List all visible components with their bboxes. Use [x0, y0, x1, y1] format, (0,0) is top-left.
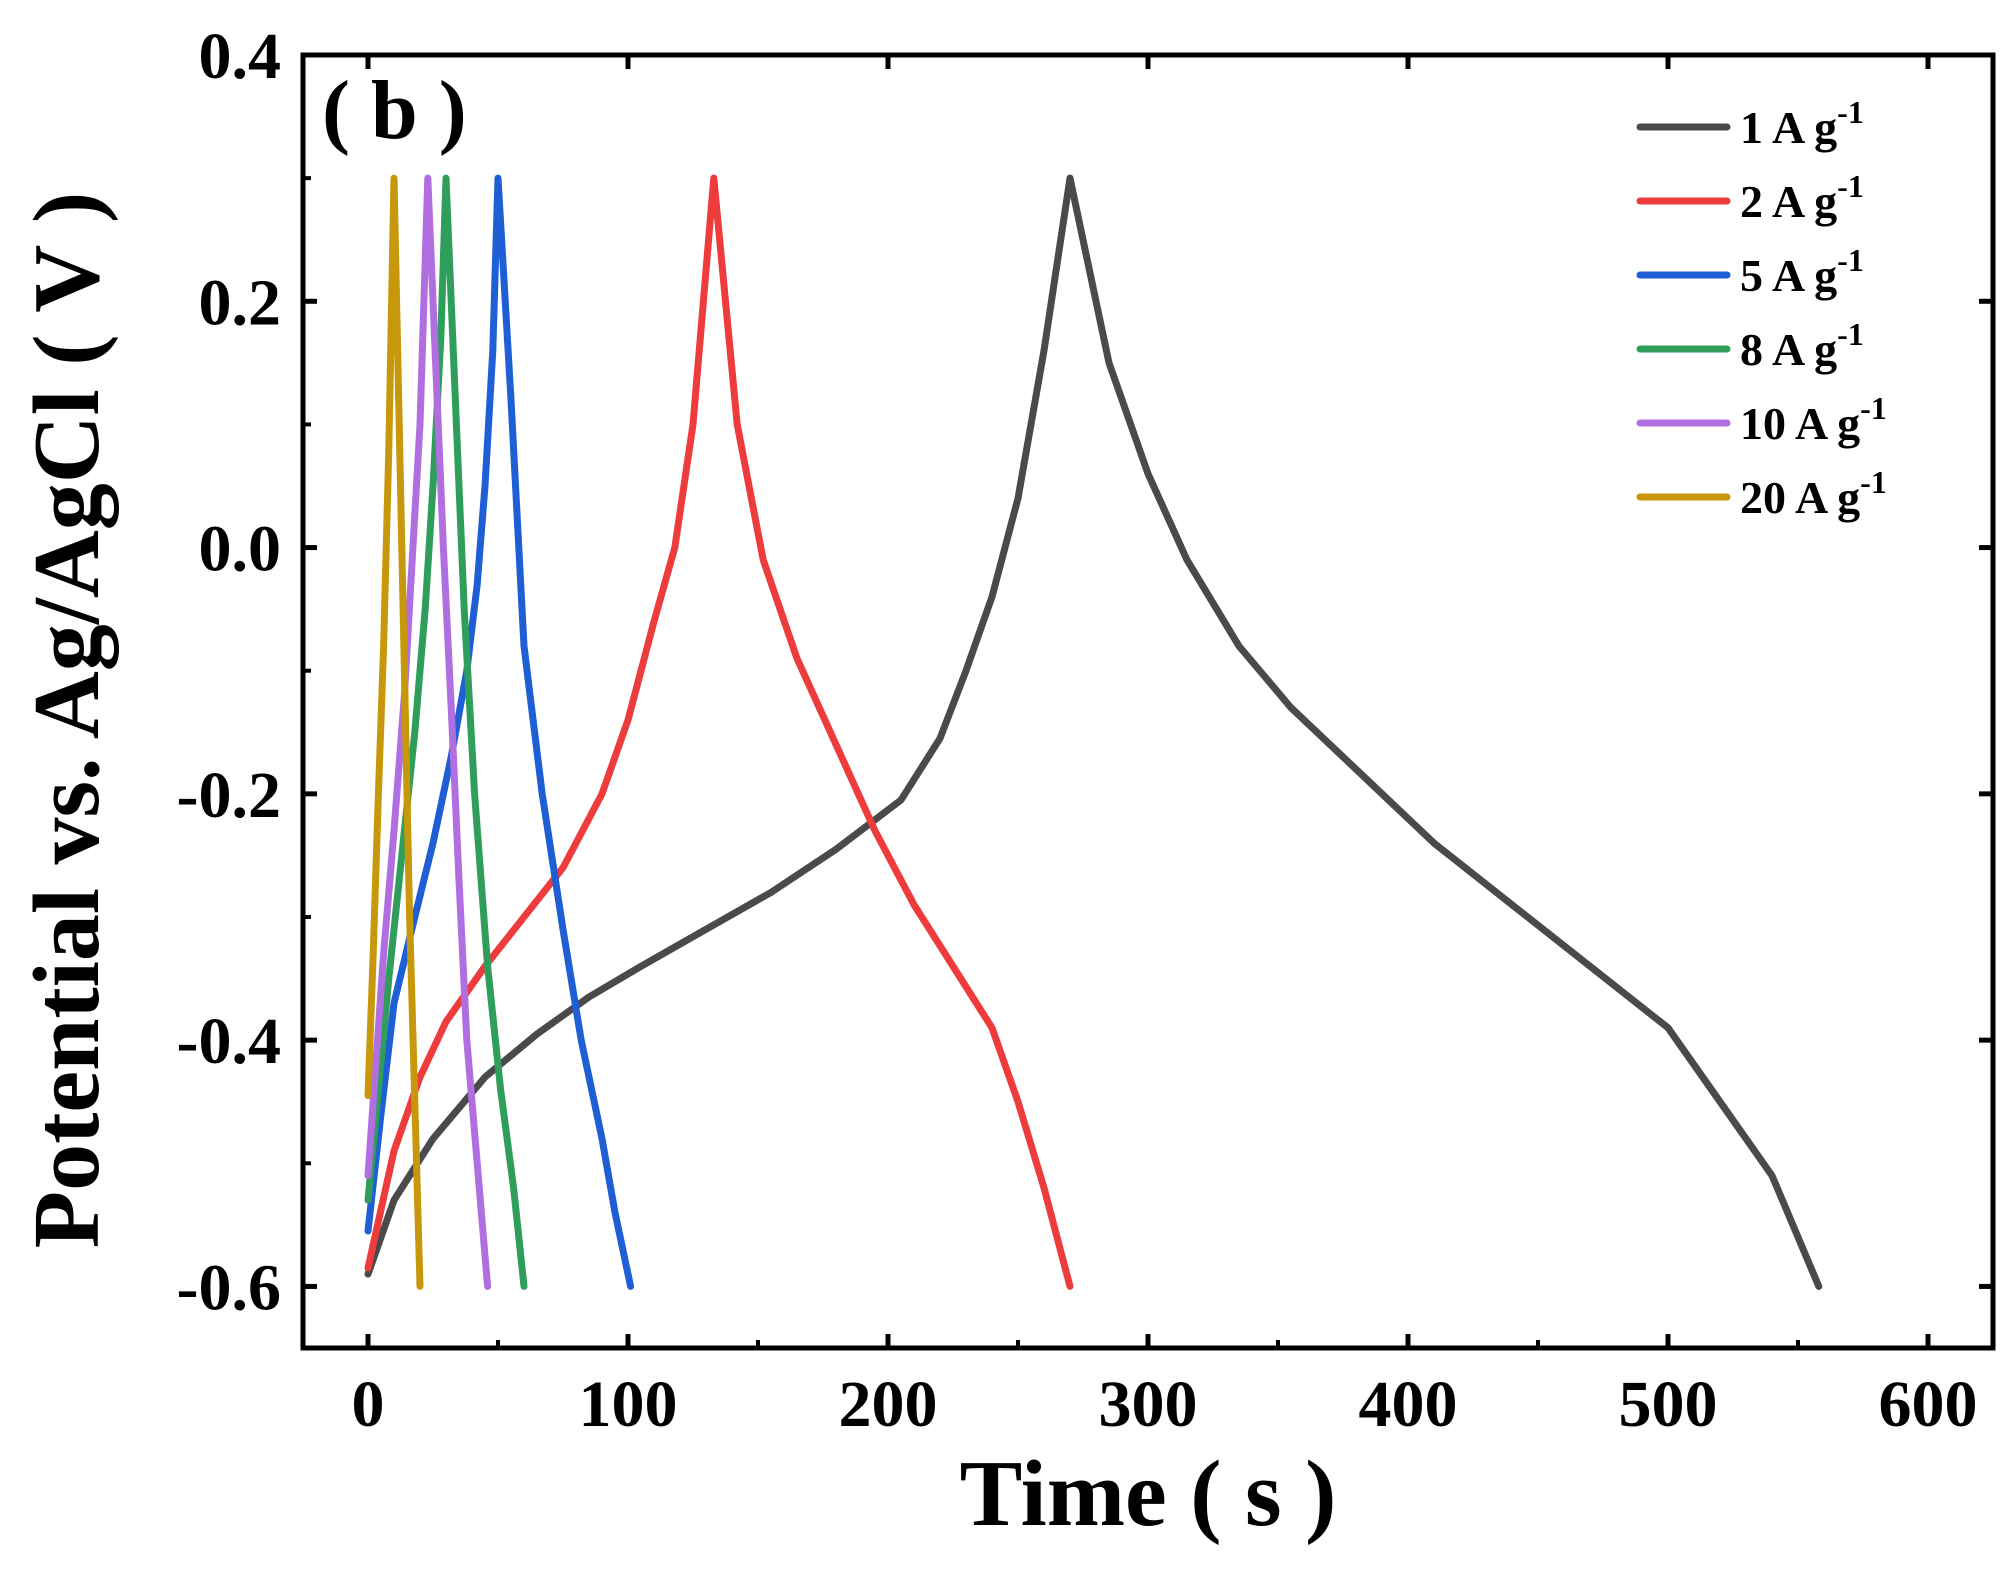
y-tick-label: 0.2	[199, 266, 282, 339]
series-line-5	[364, 174, 424, 1290]
legend-label-sup: -1	[1837, 316, 1864, 352]
legend-label-main: 2 A g	[1740, 176, 1837, 227]
series-line-2	[364, 174, 635, 1290]
series-layer	[364, 174, 1823, 1290]
x-tick-label: 200	[839, 1368, 938, 1441]
legend-label-main: 20 A g	[1740, 472, 1860, 523]
series-line-1	[364, 174, 1074, 1290]
x-tick-label: 500	[1619, 1368, 1718, 1441]
legend: 1 A g-12 A g-15 A g-18 A g-110 A g-120 A…	[1636, 94, 1887, 523]
x-tick-label: 300	[1099, 1368, 1198, 1441]
y-axis-title: Potential vs. Ag/AgCl ( V )	[15, 192, 119, 1249]
legend-label-5: 20 A g-1	[1740, 464, 1887, 523]
x-tick-label: 600	[1879, 1368, 1978, 1441]
legend-label-main: 10 A g	[1740, 398, 1860, 449]
legend-label-sup: -1	[1837, 94, 1864, 130]
x-axis-title: Time ( s )	[960, 1442, 1337, 1546]
legend-label-2: 5 A g-1	[1740, 242, 1864, 301]
legend-label-sup: -1	[1860, 464, 1887, 500]
y-tick-label: 0.4	[199, 20, 282, 93]
legend-label-main: 5 A g	[1740, 250, 1837, 301]
y-tick-label: -0.2	[177, 759, 281, 832]
legend-label-main: 8 A g	[1740, 324, 1837, 375]
y-tick-label: -0.4	[177, 1005, 281, 1078]
series-line-3	[364, 174, 528, 1290]
x-tick-label: 0	[352, 1368, 385, 1441]
panel-label: ( b )	[322, 64, 467, 157]
legend-label-0: 1 A g-1	[1740, 94, 1864, 153]
legend-label-4: 10 A g-1	[1740, 390, 1887, 449]
legend-label-sup: -1	[1837, 242, 1864, 278]
y-tick-label: 0.0	[199, 513, 282, 586]
x-tick-label: 400	[1359, 1368, 1458, 1441]
series-line-0	[364, 174, 1823, 1290]
legend-label-1: 2 A g-1	[1740, 168, 1864, 227]
series-line-4	[364, 174, 492, 1290]
y-tick-label: -0.6	[177, 1251, 281, 1324]
legend-label-sup: -1	[1860, 390, 1887, 426]
x-tick-label: 100	[579, 1368, 678, 1441]
legend-label-sup: -1	[1837, 168, 1864, 204]
legend-label-main: 1 A g	[1740, 102, 1837, 153]
legend-label-3: 8 A g-1	[1740, 316, 1864, 375]
tick-layer: 0 100 200 300 400 500 600 -0.6 -0.4 -0.2 0.0 0.2 0.4	[177, 20, 1993, 1441]
